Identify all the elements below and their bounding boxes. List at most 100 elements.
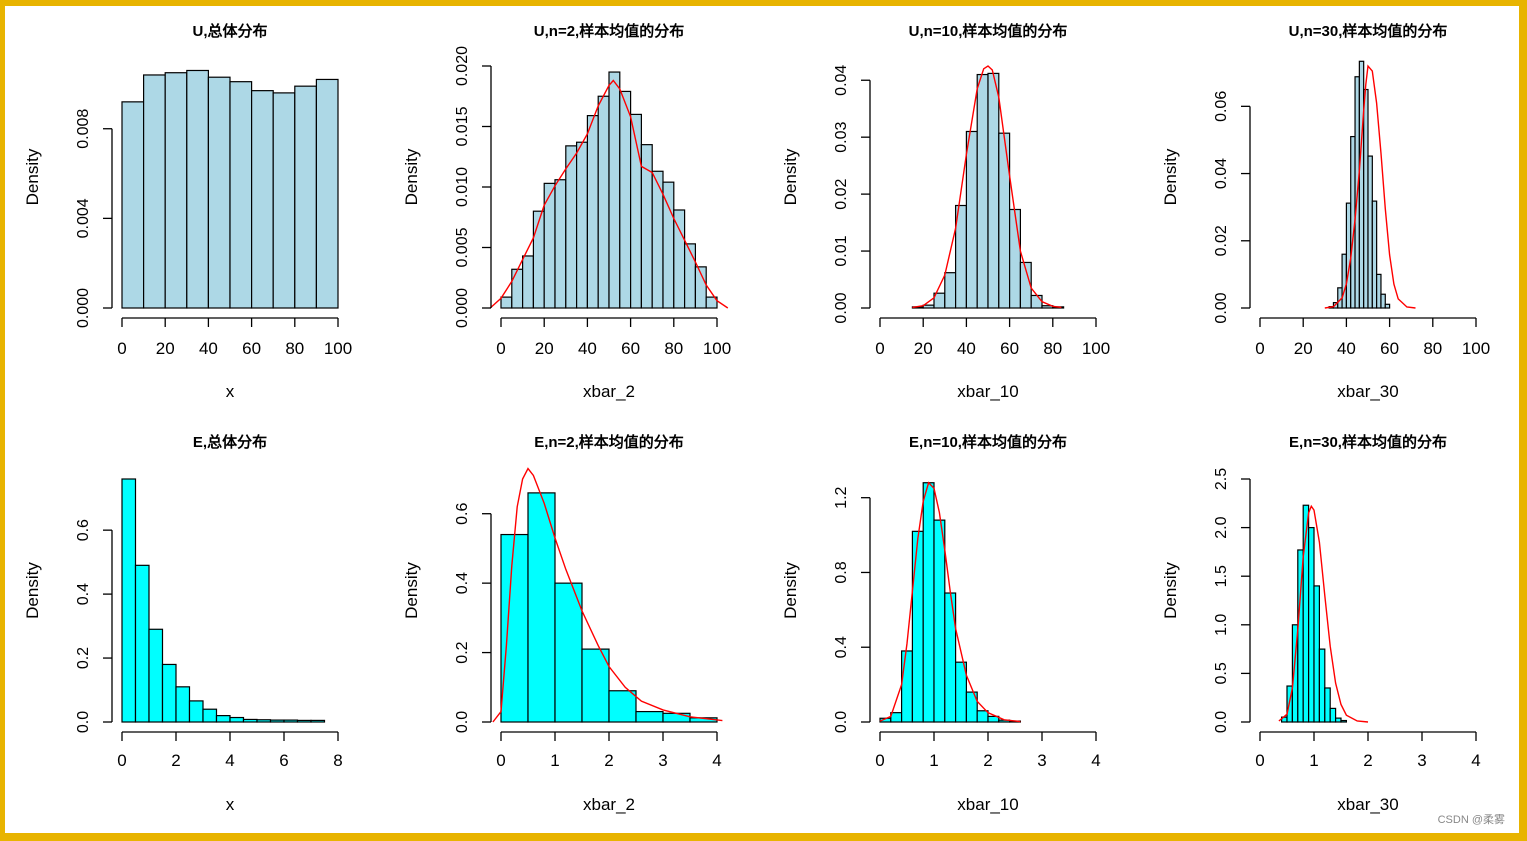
density-curve <box>1324 64 1416 309</box>
bars <box>121 69 339 309</box>
x-tick-label: 2 <box>1363 751 1372 770</box>
histogram-bar <box>586 115 599 309</box>
x-tick-label: 40 <box>199 339 218 358</box>
x-tick-label: 100 <box>324 339 352 358</box>
histogram-bar <box>1008 208 1021 309</box>
y-tick-label: 0.015 <box>454 106 471 146</box>
histogram-bar <box>175 686 191 723</box>
y-tick-label: 2.0 <box>1213 516 1230 538</box>
x-tick-label: 100 <box>1462 339 1490 358</box>
histogram-bar <box>296 719 312 723</box>
y-tick-label: 0.0 <box>454 711 471 733</box>
y-tick-label: 0.0 <box>833 711 850 733</box>
bars <box>500 71 718 309</box>
x-tick-label: 1 <box>1309 751 1318 770</box>
x-tick-label: 20 <box>535 339 554 358</box>
histogram-bar <box>890 712 903 723</box>
y-axis-label: Density <box>1161 148 1180 205</box>
x-tick-label: 3 <box>1037 751 1046 770</box>
x-tick-label: 0 <box>875 339 884 358</box>
x-tick-label: 3 <box>658 751 667 770</box>
y-tick-label: 0.4 <box>75 583 92 605</box>
histogram-bar <box>251 90 274 309</box>
chart-title: U,n=30,样本均值的分布 <box>1289 22 1448 40</box>
histogram-bar <box>511 268 524 309</box>
histogram-bar <box>1371 200 1378 309</box>
x-tick-label: 80 <box>1423 339 1442 358</box>
histogram-bar <box>1380 293 1386 309</box>
histogram-bar <box>565 145 578 309</box>
x-axis: 0 20 40 60 80 100 <box>875 317 1110 358</box>
y-axis: 0.0 0.2 0.4 0.6 <box>454 502 492 733</box>
histogram-bar <box>608 71 621 309</box>
y-axis-label: Density <box>23 148 42 205</box>
histogram-panel-7: E,n=10,样本均值的分布 0 1 2 3 4 xbar_10 0.0 0.4 0.8 1.2 De… <box>781 433 1101 814</box>
x-tick-label: 40 <box>578 339 597 358</box>
x-tick-label: 40 <box>1337 339 1356 358</box>
y-tick-label: 0.5 <box>1213 662 1230 684</box>
histogram-bar <box>597 95 610 309</box>
histogram-bar <box>662 712 691 723</box>
y-tick-label: 0.2 <box>454 641 471 663</box>
x-tick-label: 2 <box>983 751 992 770</box>
histogram-bar <box>673 209 686 309</box>
histogram-bar <box>1358 60 1365 309</box>
y-tick-label: 0.0 <box>75 711 92 733</box>
histogram-bar <box>256 719 272 723</box>
x-tick-label: 100 <box>1082 339 1110 358</box>
histogram-bar <box>1384 303 1391 309</box>
x-axis: 0 20 40 60 80 100 <box>1255 317 1490 358</box>
histogram-bar <box>581 648 610 723</box>
y-tick-label: 0.0 <box>1213 711 1230 733</box>
histogram-bar <box>269 719 285 723</box>
x-axis-label: xbar_30 <box>1337 795 1398 814</box>
histogram-bar <box>1363 88 1369 309</box>
histogram-bar <box>1367 155 1373 309</box>
x-axis-label: x <box>226 382 235 401</box>
histogram-bar <box>521 255 534 309</box>
density-curve <box>1278 504 1369 723</box>
y-tick-label: 0.010 <box>454 167 471 207</box>
histogram-bar <box>121 101 145 309</box>
histogram-bar <box>944 272 957 309</box>
y-tick-label: 0.8 <box>833 561 850 583</box>
histogram-bar <box>148 628 164 723</box>
x-tick-label: 6 <box>279 751 288 770</box>
y-tick-label: 0.6 <box>75 519 92 541</box>
histogram-bar <box>900 650 913 723</box>
x-tick-label: 0 <box>496 339 505 358</box>
histogram-bar <box>121 478 137 723</box>
histogram-bar <box>283 719 299 723</box>
chart-title: U,总体分布 <box>192 22 267 40</box>
histogram-panel-8: E,n=30,样本均值的分布 0 1 2 3 4 xbar_30 0.0 0.5 1.0 1.5 2.… <box>1161 433 1481 814</box>
histogram-bar <box>911 530 924 723</box>
histogram-bar <box>143 74 166 309</box>
histogram-bar <box>944 592 957 723</box>
y-axis: 0.000 0.005 0.010 0.015 0.020 <box>454 46 492 328</box>
histogram-bar <box>554 582 583 723</box>
y-tick-label: 0.2 <box>75 647 92 669</box>
x-axis: 0 2 4 6 8 <box>117 731 343 770</box>
y-tick-label: 0.000 <box>75 288 92 328</box>
figure-frame: U,总体分布 0 20 40 60 80 100 x 0.000 0.004 0.008 Densit… <box>5 6 1519 833</box>
histogram-bar <box>1376 273 1382 309</box>
x-axis-label: xbar_10 <box>957 795 1018 814</box>
x-axis: 0 20 40 60 80 100 <box>117 317 352 358</box>
x-tick-label: 2 <box>171 751 180 770</box>
histogram-bar <box>933 519 946 723</box>
histogram-bar <box>1307 526 1315 723</box>
histogram-bar <box>619 90 632 309</box>
density-curve <box>492 467 723 723</box>
x-tick-label: 80 <box>664 339 683 358</box>
histogram-bar <box>1329 707 1337 723</box>
histogram-bar <box>1340 719 1348 723</box>
histogram-bar <box>188 700 204 723</box>
histogram-bar <box>500 296 513 309</box>
density-curve <box>912 65 1062 309</box>
y-axis: 0.00 0.02 0.04 0.06 <box>1213 91 1251 324</box>
histogram-bar <box>976 710 989 723</box>
histogram-panel-1: U,总体分布 0 20 40 60 80 100 x 0.000 0.004 0.008 Densit… <box>23 22 352 401</box>
histogram-bar <box>229 716 245 723</box>
